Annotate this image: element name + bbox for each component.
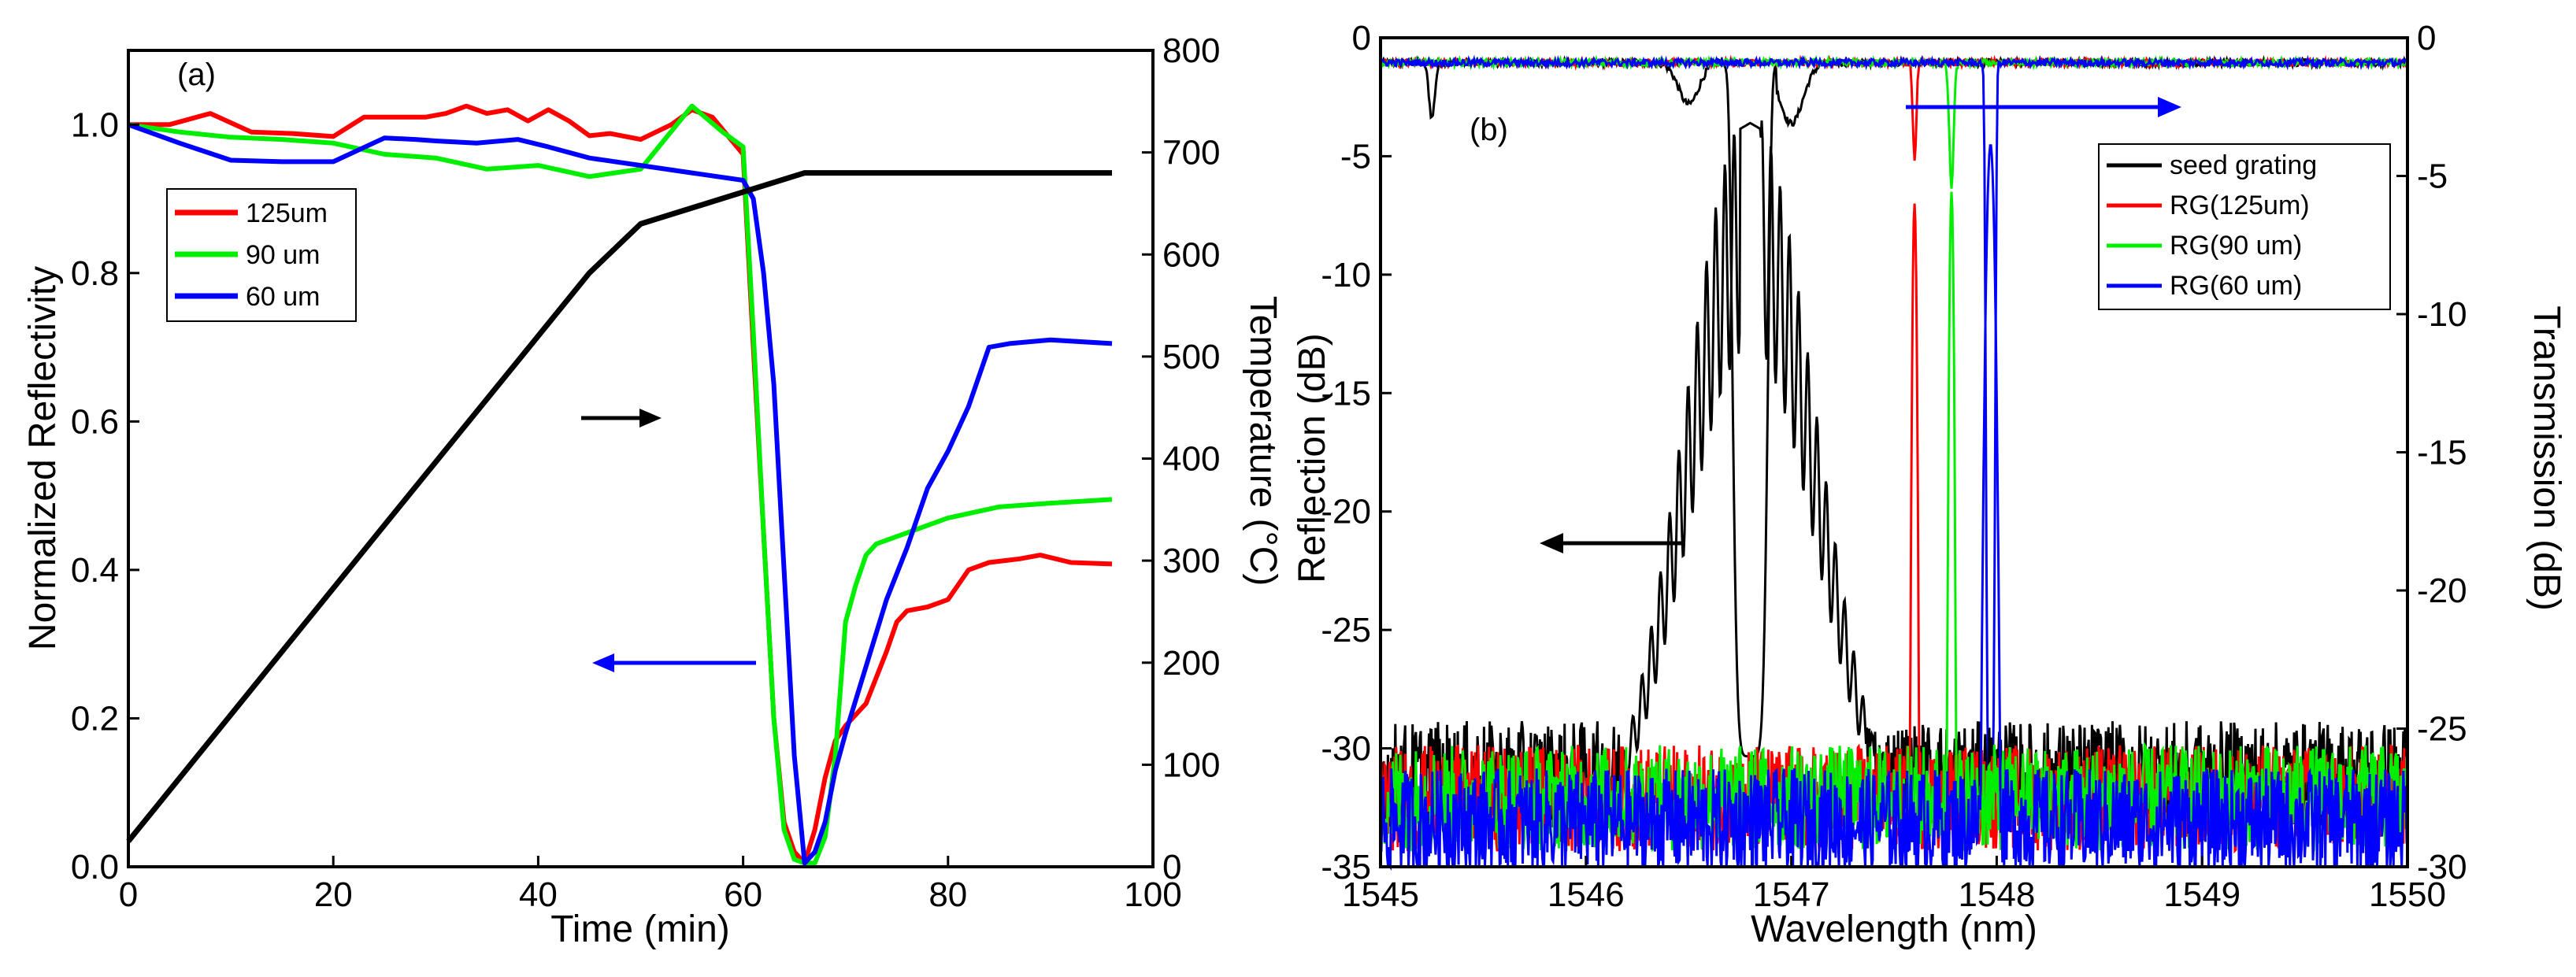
a-xtick-label: 80 — [928, 875, 967, 914]
legend-b-seed: seed grating — [2170, 150, 2317, 180]
b-ytick-label: -35 — [1321, 848, 1371, 886]
b-ytick-label: 0 — [1352, 19, 1371, 57]
a-ytick-label: 0.4 — [71, 551, 119, 590]
a-y2tick-label: 600 — [1162, 235, 1220, 274]
b-transmission-green — [1379, 54, 2408, 189]
a-xtick-label: 20 — [314, 875, 353, 914]
b-ytick-label: -15 — [1321, 374, 1371, 413]
panel-a-xlabel: Time (min) — [550, 909, 730, 950]
panel-b-ylabel: Reflection (dB) — [1292, 333, 1333, 583]
panel-a-ylabel: Normalized Reflectivity — [22, 266, 64, 650]
a-y2tick-label: 500 — [1162, 338, 1220, 376]
a-y2tick-label: 300 — [1162, 542, 1220, 580]
a-ytick-label: 0.8 — [71, 254, 119, 293]
a-ytick-label: 0.6 — [71, 402, 119, 441]
a-y2tick-label: 700 — [1162, 134, 1220, 172]
a-y2tick-label: 200 — [1162, 644, 1220, 683]
b-ytick-label: -30 — [1321, 730, 1371, 768]
panel-b-arrow-blue — [1906, 97, 2181, 117]
b-y2tick-label: -10 — [2417, 295, 2467, 334]
b-xtick-label: 1545 — [1342, 875, 1419, 914]
a-y2tick-label: 100 — [1162, 746, 1220, 784]
b-xtick-label: 1549 — [2163, 875, 2241, 914]
panel-b-y2label: Transmission (dB) — [2526, 305, 2567, 611]
legend-b-60: RG(60 um) — [2170, 271, 2302, 301]
a-y2tick-label: 400 — [1162, 440, 1220, 479]
b-reflection-blue — [1380, 144, 2409, 872]
a-series-90-um — [128, 103, 1113, 866]
b-y2tick-label: -30 — [2417, 848, 2467, 886]
a-xtick-label: 40 — [519, 875, 558, 914]
panel-b: 1545 1546 1547 1548 1549 1550 0 -5 -10 -15 -20 -25 -… — [1292, 19, 2567, 950]
panel-a-series — [126, 103, 1113, 866]
b-y2tick-label: -15 — [2417, 434, 2467, 472]
panel-b-xlabel: Wavelength (nm) — [1751, 909, 2037, 950]
b-xtick-label: 1546 — [1547, 875, 1625, 914]
panel-a-legend: 125um 90 um 60 um — [166, 188, 357, 322]
b-ytick-label: -10 — [1321, 256, 1371, 294]
a-ytick-label: 0.2 — [71, 699, 119, 738]
a-y2tick-label: 800 — [1162, 31, 1220, 70]
legend-b-90: RG(90 um) — [2170, 231, 2302, 261]
panel-b-series — [1379, 54, 2409, 872]
b-transmission-blue — [1379, 54, 2409, 812]
panel-a: 0 20 40 60 80 1000.00.20.40.60.81.00100200300… — [22, 31, 1284, 950]
panel-b-legend-box — [2098, 143, 2391, 310]
b-y2tick-label: -5 — [2417, 157, 2448, 196]
b-xtick-label: 1548 — [1958, 875, 2035, 914]
b-ytick-label: -5 — [1340, 137, 1371, 176]
b-reflection-green — [1379, 191, 2409, 853]
legend-b-125: RG(125um) — [2170, 191, 2310, 220]
panel-b-label: (b) — [1470, 113, 1508, 147]
b-ytick-label: -25 — [1321, 611, 1371, 649]
a-ytick-label: 0.0 — [71, 848, 119, 886]
panel-b-arrow-black — [1540, 533, 1685, 553]
panel-a-ticks: 0 20 40 60 80 1000.00.20.40.60.81.00100200300… — [71, 31, 1221, 914]
a-y2tick-label: 0 — [1162, 848, 1181, 886]
a-series-temperature — [126, 170, 1112, 843]
panel-a-label: (a) — [177, 57, 216, 92]
b-xtick-label: 1550 — [2369, 875, 2446, 914]
a-xtick-label: 0 — [119, 875, 138, 914]
b-y2tick-label: -25 — [2417, 710, 2467, 749]
panel-a-y2label: Temperature (°C) — [1242, 296, 1284, 587]
b-xtick-label: 1547 — [1753, 875, 1830, 914]
panel-a-arrow-blue — [592, 653, 756, 672]
legend-a-90: 90 um — [246, 240, 321, 270]
b-ytick-label: -20 — [1321, 493, 1371, 531]
panel-b-legend: seed grating RG(125um) RG(90 um) RG(60 u… — [2098, 143, 2391, 310]
a-ytick-label: 1.0 — [71, 105, 119, 144]
b-y2tick-label: -20 — [2417, 572, 2467, 610]
a-xtick-label: 100 — [1124, 875, 1181, 914]
a-xtick-label: 60 — [724, 875, 762, 914]
b-y2tick-label: 0 — [2417, 19, 2436, 57]
legend-a-125: 125um — [246, 198, 328, 228]
panel-a-arrow-black — [581, 409, 662, 427]
panel-b-ticks: 1545 1546 1547 1548 1549 1550 0 -5 -10 -15 -20 -25 -… — [1321, 19, 2467, 914]
a-series-60-um — [127, 122, 1113, 866]
legend-a-60: 60 um — [246, 282, 321, 312]
